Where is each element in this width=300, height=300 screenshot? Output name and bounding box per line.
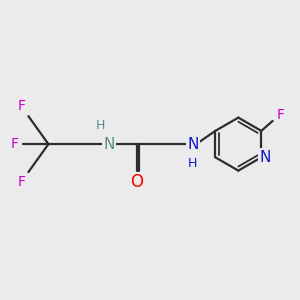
Text: F: F [17,99,26,113]
Text: H: H [96,119,105,132]
Text: F: F [276,108,284,122]
Text: H: H [188,157,197,170]
Text: F: F [17,175,26,189]
Text: F: F [11,137,19,151]
Text: O: O [130,173,143,191]
Text: N: N [259,150,271,165]
Text: N: N [187,136,198,152]
Text: N: N [103,136,115,152]
